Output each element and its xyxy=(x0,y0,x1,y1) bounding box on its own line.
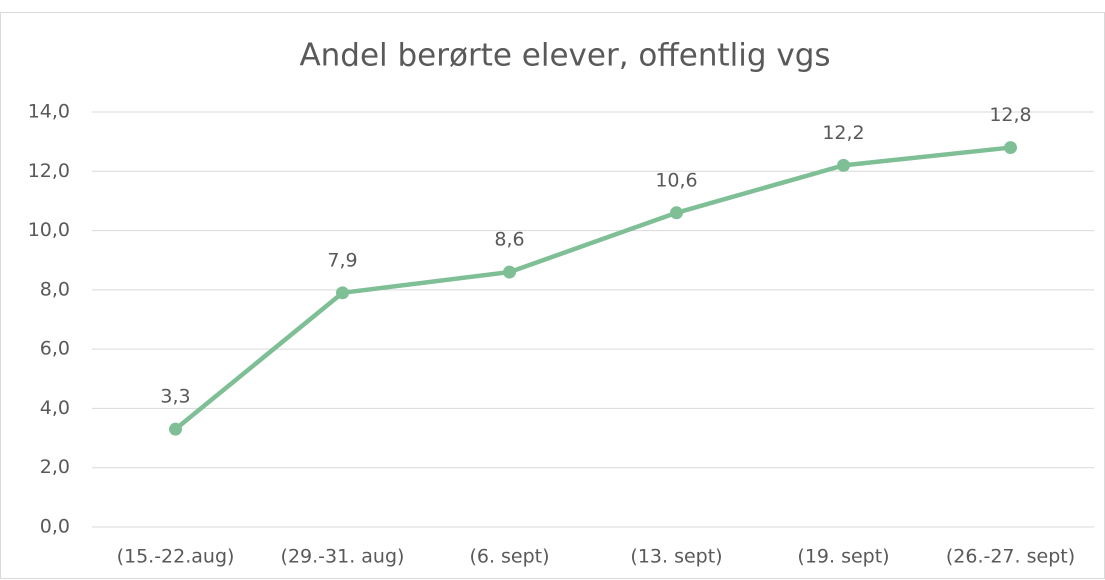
y-tick-label: 8,0 xyxy=(40,278,70,300)
data-label: 10,6 xyxy=(655,169,697,191)
chart-title: Andel berørte elever, offentlig vgs xyxy=(299,38,830,74)
x-tick-label: (6. sept) xyxy=(469,546,549,568)
marker xyxy=(1004,141,1017,155)
x-tick-label: (26.-27. sept) xyxy=(946,546,1075,568)
y-tick-label: 12,0 xyxy=(28,160,70,182)
y-tick-label: 0,0 xyxy=(40,516,70,538)
chart-border xyxy=(0,12,1105,579)
marker xyxy=(670,206,683,220)
x-tick-label: (13. sept) xyxy=(630,546,722,568)
marker xyxy=(169,422,182,436)
y-tick-label: 14,0 xyxy=(28,101,70,123)
marker xyxy=(837,158,850,172)
marker xyxy=(503,265,516,279)
y-tick-label: 6,0 xyxy=(40,338,70,360)
y-tick-label: 10,0 xyxy=(28,219,70,241)
y-tick-label: 2,0 xyxy=(40,456,70,478)
data-label: 12,8 xyxy=(989,104,1031,126)
data-label: 12,2 xyxy=(822,122,864,144)
line xyxy=(174,145,1011,431)
data-label: 8,6 xyxy=(494,229,524,251)
data-label: 3,3 xyxy=(160,386,190,408)
marker xyxy=(336,286,349,300)
x-tick-label: (15.-22.aug) xyxy=(117,546,235,568)
x-tick-label: (29.-31. aug) xyxy=(281,546,405,568)
x-tick-label: (19. sept) xyxy=(797,546,889,568)
y-tick-label: 4,0 xyxy=(40,397,70,419)
data-label: 7,9 xyxy=(327,249,357,271)
